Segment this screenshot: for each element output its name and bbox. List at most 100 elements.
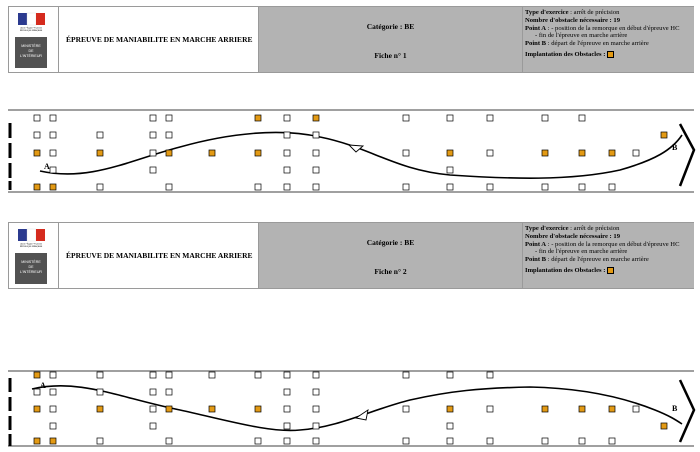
exercise-info: Type d'exercice : arrêt de précision Nom… [523,223,694,288]
point-a-desc: Point A : - position de la remorque en d… [525,24,680,32]
obstacle-cone [578,405,586,413]
point-b-label: B [672,404,678,413]
obstacle-cone [33,149,41,157]
point-a-extra: - fin de l'épreuve en marche arrière [535,248,628,256]
logo-motto: Liberté • Égalité • Fraternité [20,243,42,246]
obstacle-marker [283,149,291,157]
obstacle-cone [33,183,41,191]
obstacle-marker [312,371,320,379]
obstacle-marker [165,131,173,139]
obstacle-marker [208,371,216,379]
logo-motto: Liberté • Égalité • Fraternité [20,27,42,30]
ministry-line-3: L'INTÉRIEUR [20,53,42,58]
obstacle-marker [486,114,494,122]
obstacle-marker [446,114,454,122]
exercise-type: Type d'exercice : arrêt de précision [525,9,620,16]
obstacle-cone [49,437,57,445]
obstacle-cone [254,114,262,122]
obstacle-cone [541,149,549,157]
obstacle-cone [446,405,454,413]
obstacle-marker [632,405,640,413]
obstacle-marker [608,183,616,191]
obstacle-cone [165,149,173,157]
obstacle-marker [149,166,157,174]
obstacle-cone [33,405,41,413]
obstacle-marker [254,437,262,445]
obstacle-cone [578,149,586,157]
obstacle-marker [165,114,173,122]
obstacle-marker [402,405,410,413]
obstacle-marker [96,183,104,191]
fiche-label: Fiche n° 1 [374,51,407,60]
point-a-label: A [44,162,50,171]
obstacle-marker [96,437,104,445]
flag-red-icon [36,229,45,241]
obstacle-marker [578,114,586,122]
obstacle-cone [96,405,104,413]
category-panel: Catégorie : BE Fiche n° 1 [258,7,523,72]
obstacle-marker [165,437,173,445]
obstacle-cone [254,405,262,413]
legend-swatch-icon [607,266,615,274]
obstacle-marker [312,388,320,396]
obstacle-cone [208,149,216,157]
obstacle-marker [541,114,549,122]
obstacle-marker [149,422,157,430]
obstacle-cone [208,405,216,413]
point-b-label: B [672,143,678,152]
obstacle-marker [486,149,494,157]
obstacle-marker [446,437,454,445]
obstacle-marker [486,405,494,413]
obstacle-marker [541,437,549,445]
obstacle-marker [165,388,173,396]
obstacle-marker [312,405,320,413]
flag-red-icon [36,13,45,25]
logo-republic: RÉPUBLIQUE FRANÇAISE [20,245,43,248]
obstacle-marker [149,405,157,413]
ministry-line-1: MINISTÈRE [21,259,41,264]
obstacle-marker [578,183,586,191]
point-a-label: A [40,381,46,390]
obstacle-marker [402,114,410,122]
obstacle-cone [660,422,668,430]
sheet-title: ÉPREUVE DE MANIABILITE EN MARCHE ARRIERE [66,35,253,44]
obstacle-marker [312,131,320,139]
obstacle-cone [33,371,41,379]
exercise-info: Type d'exercice : arrêt de précision Nom… [523,7,694,72]
obstacle-marker [578,437,586,445]
obstacle-marker [49,388,57,396]
obstacle-marker [312,166,320,174]
obstacle-marker [486,183,494,191]
obstacle-marker [149,114,157,122]
ministry-block [15,253,47,284]
category-label: Catégorie : BE [366,22,415,31]
course-1: A B [8,109,696,193]
obstacle-cone [312,114,320,122]
logo-divider [58,7,59,72]
obstacle-marker [283,166,291,174]
end-chevron-icon [678,123,696,187]
ministry-logo: Liberté • Égalité • Fraternité RÉPUBLIQU… [12,10,50,69]
sheet-1-header: Liberté • Égalité • Fraternité RÉPUBLIQU… [8,6,694,73]
obstacle-marker [149,149,157,157]
ministry-block [15,37,47,68]
obstacle-marker [402,371,410,379]
direction-arrow-icon [347,144,365,153]
obstacle-marker [486,437,494,445]
obstacle-cone [541,405,549,413]
obstacle-marker [312,183,320,191]
point-b-desc: Point B : départ de l'épreuve en marche … [525,40,649,48]
obstacle-marker [283,183,291,191]
obstacle-marker [33,131,41,139]
obstacle-marker [33,114,41,122]
obstacle-grid [33,371,668,445]
obstacle-marker [283,388,291,396]
point-a-desc: Point A : - position de la remorque en d… [525,240,680,248]
ministry-logo: Liberté • Égalité • Fraternité RÉPUBLIQU… [12,226,50,285]
obstacle-marker [446,422,454,430]
logo-divider [58,223,59,288]
flag-blue-icon [18,229,27,241]
obstacle-cone [49,183,57,191]
obstacle-cone [33,437,41,445]
